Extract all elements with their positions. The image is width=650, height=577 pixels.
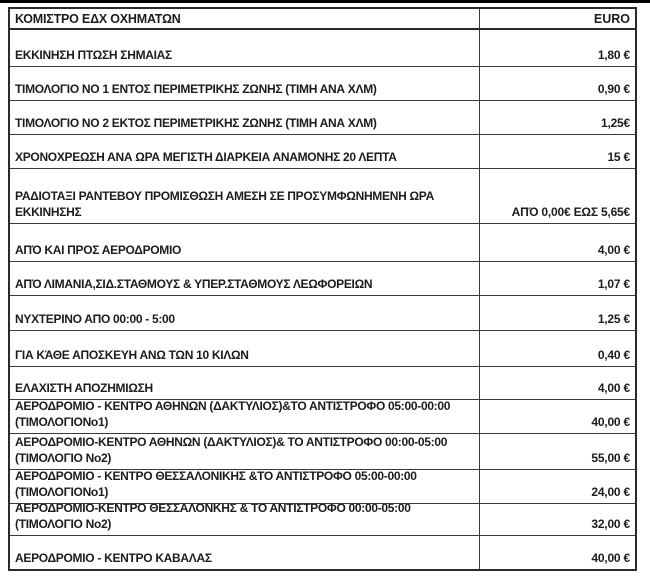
taxi-fare-table: ΚΟΜΙΣΤΡΟ ΕΔΧ ΟΧΗΜΑΤΩΝ EURO ΕΚΚΙΝΗΣΗ ΠΤΩΣ… [8, 7, 637, 571]
fare-price: 4,00 € [479, 367, 635, 399]
table-row: ΕΛΑΧΙΣΤΗ ΑΠΟΖΗΜΙΩΣΗ 4,00 € [10, 367, 635, 400]
fare-description: ΝΥΧΤΕΡΙΝΟ ΑΠΟ 00:00 - 5:00 [15, 312, 175, 326]
fare-price: 24,00 € [479, 470, 635, 503]
table-row: ΤΙΜΟΛΟΓΙΟ ΝΟ 2 ΕΚΤΟΣ ΠΕΡΙΜΕΤΡΙΚΗΣ ΖΩΝΗΣ … [10, 101, 635, 135]
fare-description: ΓΙΑ ΚΆΘΕ ΑΠΟΣΚΕΥΗ ΑΝΩ ΤΩΝ 10 ΚΙΛΩΝ [15, 348, 249, 362]
table-body: ΕΚΚΙΝΗΣΗ ΠΤΩΣΗ ΣΗΜΑΙΑΣ 1,80 € ΤΙΜΟΛΟΓΙΟ … [10, 30, 635, 569]
fare-price: 55,00 € [479, 434, 635, 469]
fare-price: 15 € [479, 135, 635, 168]
table-row: ΝΥΧΤΕΡΙΝΟ ΑΠΟ 00:00 - 5:00 1,25 € [10, 296, 635, 331]
fare-description: ΑΠΌ ΚΑΙ ΠΡΟΣ ΑΕΡΟΔΡΟΜΙΟ [15, 243, 182, 257]
fare-description: ΡΑΔΙΟΤΑΞΙ ΡΑΝΤΕΒΟΥ ΠΡΟΜΙΣΘΩΣΗ ΑΜΕΣΗ ΣΕ Π… [15, 189, 434, 219]
fare-description: ΑΕΡΟΔΡΟΜΙΟ - ΚΕΝΤΡΟ ΑΘΗΝΩΝ (ΔΑΚΤΥΛΙΟΣ)&Τ… [15, 400, 451, 429]
fare-description: ΤΙΜΟΛΟΓΙΟ ΝΟ 2 ΕΚΤΟΣ ΠΕΡΙΜΕΤΡΙΚΗΣ ΖΩΝΗΣ … [15, 116, 377, 130]
fare-description: ΑΠΌ ΛΙΜΑΝΙΑ,ΣΙΔ.ΣΤΑΘΜΟΥΣ & ΥΠΕΡ.ΣΤΑΘΜΟΥΣ… [15, 277, 373, 291]
table-row: ΧΡΟΝΟΧΡΕΩΣΗ ΑΝΑ ΩΡΑ ΜΕΓΙΣΤΗ ΔΙΑΡΚΕΙΑ ΑΝΑ… [10, 135, 635, 169]
table-row: ΑΠΌ ΚΑΙ ΠΡΟΣ ΑΕΡΟΔΡΟΜΙΟ 4,00 € [10, 224, 635, 262]
fare-price: 40,00 € [479, 536, 635, 569]
table-row: ΕΚΚΙΝΗΣΗ ΠΤΩΣΗ ΣΗΜΑΙΑΣ 1,80 € [10, 30, 635, 67]
table-row: ΑΕΡΟΔΡΟΜΙΟ - ΚΕΝΤΡΟ ΘΕΣΣΑΛΟΝΙΚΗΣ &ΤΟ ΑΝΤ… [10, 470, 635, 504]
table-row: ΓΙΑ ΚΆΘΕ ΑΠΟΣΚΕΥΗ ΑΝΩ ΤΩΝ 10 ΚΙΛΩΝ 0,40 … [10, 331, 635, 367]
table-header-row: ΚΟΜΙΣΤΡΟ ΕΔΧ ΟΧΗΜΑΤΩΝ EURO [10, 9, 635, 30]
fare-price: 1,80 € [479, 30, 635, 66]
fare-description: ΑΕΡΟΔΡΟΜΙΟ - ΚΕΝΤΡΟ ΘΕΣΣΑΛΟΝΙΚΗΣ &ΤΟ ΑΝΤ… [15, 470, 417, 499]
table-title: ΚΟΜΙΣΤΡΟ ΕΔΧ ΟΧΗΜΑΤΩΝ [15, 11, 181, 26]
fare-price: 4,00 € [479, 224, 635, 261]
table-row: ΑΕΡΟΔΡΟΜΙΟ - ΚΕΝΤΡΟ ΑΘΗΝΩΝ (ΔΑΚΤΥΛΙΟΣ)&Τ… [10, 400, 635, 434]
fare-price: 1,07 € [479, 262, 635, 295]
fare-description: ΕΛΑΧΙΣΤΗ ΑΠΟΖΗΜΙΩΣΗ [15, 381, 153, 395]
fare-description: ΑΕΡΟΔΡΟΜΙΟ - ΚΕΝΤΡΟ ΚΑΒΑΛΑΣ [15, 551, 212, 565]
fare-description: ΧΡΟΝΟΧΡΕΩΣΗ ΑΝΑ ΩΡΑ ΜΕΓΙΣΤΗ ΔΙΑΡΚΕΙΑ ΑΝΑ… [15, 150, 397, 164]
fare-price: 0,40 € [479, 331, 635, 366]
table-row: ΡΑΔΙΟΤΑΞΙ ΡΑΝΤΕΒΟΥ ΠΡΟΜΙΣΘΩΣΗ ΑΜΕΣΗ ΣΕ Π… [10, 169, 635, 224]
fare-price: 32,00 € [479, 504, 635, 535]
table-row: ΑΠΌ ΛΙΜΑΝΙΑ,ΣΙΔ.ΣΤΑΘΜΟΥΣ & ΥΠΕΡ.ΣΤΑΘΜΟΥΣ… [10, 262, 635, 296]
fare-price: ΑΠΌ 0,00€ ΕΩΣ 5,65€ [479, 169, 635, 223]
currency-column-header: EURO [479, 9, 635, 28]
fare-price: 1,25€ [479, 101, 635, 134]
fare-price: 40,00 € [479, 400, 635, 433]
fare-price: 0,90 € [479, 67, 635, 100]
fare-price: 1,25 € [479, 296, 635, 330]
table-row: ΑΕΡΟΔΡΟΜΙΟ-ΚΕΝΤΡΟ ΑΘΗΝΩΝ (ΔΑΚΤΥΛΙΟΣ)& ΤΟ… [10, 434, 635, 470]
fare-description: ΤΙΜΟΛΟΓΙΟ ΝΟ 1 ΕΝΤΟΣ ΠΕΡΙΜΕΤΡΙΚΗΣ ΖΩΝΗΣ … [15, 82, 377, 96]
table-row: ΑΕΡΟΔΡΟΜΙΟ-ΚΕΝΤΡΟ ΘΕΣΣΑΛΟΝΚΗΣ & ΤΟ ΑΝΤΙΣ… [10, 504, 635, 536]
fare-description: ΕΚΚΙΝΗΣΗ ΠΤΩΣΗ ΣΗΜΑΙΑΣ [15, 48, 172, 62]
table-row: ΑΕΡΟΔΡΟΜΙΟ - ΚΕΝΤΡΟ ΚΑΒΑΛΑΣ 40,00 € [10, 536, 635, 569]
table-row: ΤΙΜΟΛΟΓΙΟ ΝΟ 1 ΕΝΤΟΣ ΠΕΡΙΜΕΤΡΙΚΗΣ ΖΩΝΗΣ … [10, 67, 635, 101]
fare-description: ΑΕΡΟΔΡΟΜΙΟ-ΚΕΝΤΡΟ ΘΕΣΣΑΛΟΝΚΗΣ & ΤΟ ΑΝΤΙΣ… [15, 504, 411, 531]
top-border-bar [0, 0, 650, 3]
fare-description: ΑΕΡΟΔΡΟΜΙΟ-ΚΕΝΤΡΟ ΑΘΗΝΩΝ (ΔΑΚΤΥΛΙΟΣ)& ΤΟ… [15, 435, 448, 465]
